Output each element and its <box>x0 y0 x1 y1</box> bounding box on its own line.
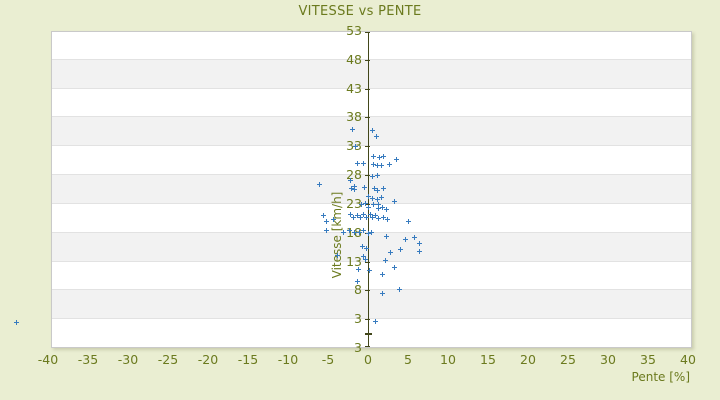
gridline <box>52 58 691 60</box>
y-tick-label: 53 <box>346 23 362 38</box>
y-axis-tick <box>365 290 370 292</box>
plot-band <box>52 232 691 262</box>
y-axis-tick <box>365 117 370 119</box>
gridline <box>52 318 691 320</box>
gridline <box>52 116 691 118</box>
plot-band <box>52 32 691 60</box>
y-axis-tick <box>365 146 370 148</box>
plot-band <box>52 319 691 347</box>
y-axis-tick <box>365 203 370 205</box>
x-tick-label: 15 <box>480 352 496 367</box>
y-axis-title: Vitesse [km/h] <box>330 191 344 279</box>
plot-area <box>51 31 692 348</box>
gridline <box>52 174 691 176</box>
plot-band <box>52 261 691 291</box>
x-tick-label: -15 <box>237 352 259 367</box>
y-tick-label: 33 <box>346 138 362 154</box>
plot-band <box>52 175 691 204</box>
gridline <box>52 260 691 262</box>
y-axis-tick <box>365 59 370 61</box>
x-tick-label: 0 <box>364 352 372 367</box>
x-axis-title: Pente [%] <box>631 370 690 384</box>
axis-cross-tick <box>365 333 372 336</box>
x-tick-label: -5 <box>321 352 335 367</box>
x-tick-label: -25 <box>157 352 179 367</box>
y-tick-label: 28 <box>346 167 362 183</box>
y-tick-label: 8 <box>354 282 362 298</box>
plot-band <box>52 59 691 89</box>
plot-band <box>52 290 691 320</box>
zero-axis-line <box>368 32 369 347</box>
x-tick-label: 40 <box>680 352 696 367</box>
gridline <box>52 231 691 233</box>
x-tick-label: -20 <box>197 352 219 367</box>
x-tick-label: -10 <box>277 352 299 367</box>
plot-band <box>52 117 691 147</box>
x-tick-label: -35 <box>77 352 99 367</box>
y-axis-tick <box>365 232 370 234</box>
gridline <box>52 202 691 204</box>
x-tick-label: 20 <box>520 352 536 367</box>
plot-band <box>52 203 691 233</box>
y-tick-label: 13 <box>346 253 362 269</box>
plot-band <box>52 88 691 118</box>
x-tick-label: 5 <box>404 352 412 367</box>
y-tick-label: 43 <box>346 80 362 96</box>
y-tick-label: 3 <box>354 311 362 327</box>
y-axis-tick <box>365 32 370 33</box>
y-tick-label: 23 <box>346 195 362 211</box>
chart-title: VITESSE vs PENTE <box>298 4 422 19</box>
y-axis-tick <box>365 175 370 177</box>
y-tick-label: 38 <box>346 109 362 125</box>
y-axis-tick <box>365 261 370 263</box>
plot-band <box>52 146 691 176</box>
y-axis-tick <box>365 88 370 90</box>
x-tick-label: 35 <box>640 352 656 367</box>
x-tick-label: -30 <box>117 352 139 367</box>
y-tick-label: 48 <box>346 51 362 67</box>
y-axis-tick <box>365 319 370 321</box>
gridline <box>52 289 691 291</box>
y-axis-tick <box>365 346 370 347</box>
y-tick-label: 3 <box>354 340 362 355</box>
x-tick-label: -40 <box>37 352 59 367</box>
scatter-point <box>14 320 19 326</box>
x-tick-label: 10 <box>440 352 456 367</box>
x-tick-label: 30 <box>600 352 616 367</box>
gridline <box>52 87 691 89</box>
gridline <box>52 145 691 147</box>
x-tick-label: 25 <box>560 352 576 367</box>
